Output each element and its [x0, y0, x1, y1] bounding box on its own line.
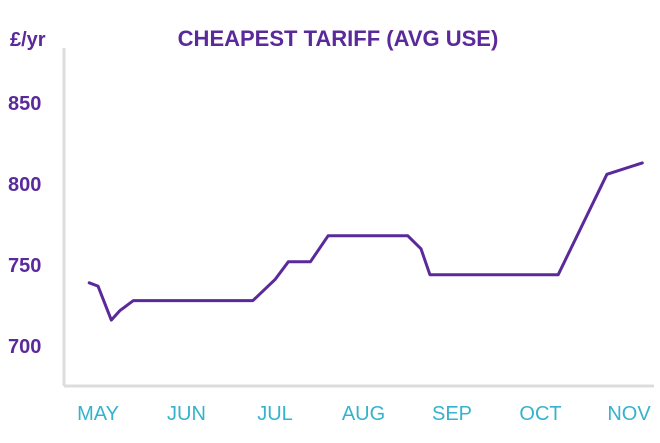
x-tick-label: NOV: [607, 403, 651, 425]
y-axis-unit: £/yr: [10, 29, 46, 51]
series-layer: [87, 161, 644, 322]
chart-title: CHEAPEST TARIFF (AVG USE): [178, 26, 499, 51]
x-tick-label: JUL: [257, 403, 293, 425]
x-tick-label: AUG: [342, 403, 385, 425]
y-tick-label: 700: [8, 336, 41, 358]
x-tick-label: JUN: [167, 403, 206, 425]
x-tick-labels: MAY JUN JUL AUG SEP OCT NOV: [77, 403, 651, 425]
x-tick-label: MAY: [77, 403, 119, 425]
x-tick-label: OCT: [519, 403, 561, 425]
y-tick-label: 750: [8, 255, 41, 277]
x-tick-label: SEP: [432, 403, 472, 425]
y-tick-label: 850: [8, 93, 41, 115]
y-tick-label: 800: [8, 174, 41, 196]
y-tick-labels: 700 750 800 850: [8, 93, 41, 358]
series-line: [87, 161, 644, 322]
